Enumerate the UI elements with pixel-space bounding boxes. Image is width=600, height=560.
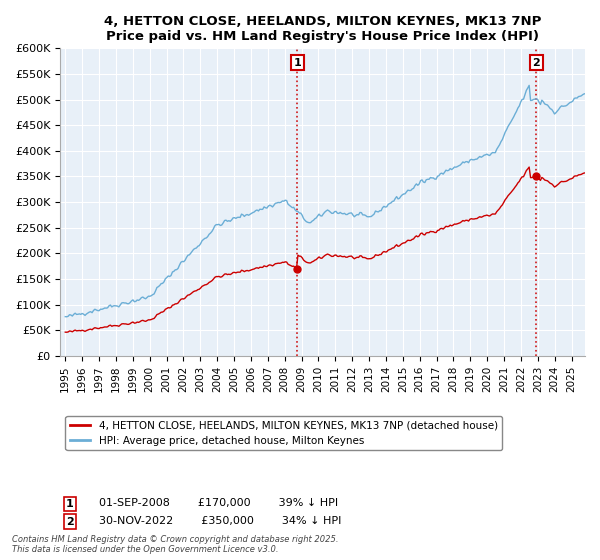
Text: Contains HM Land Registry data © Crown copyright and database right 2025.
This d: Contains HM Land Registry data © Crown c… <box>12 535 338 554</box>
Text: 30-NOV-2022        £350,000        34% ↓ HPI: 30-NOV-2022 £350,000 34% ↓ HPI <box>99 516 341 526</box>
Title: 4, HETTON CLOSE, HEELANDS, MILTON KEYNES, MK13 7NP
Price paid vs. HM Land Regist: 4, HETTON CLOSE, HEELANDS, MILTON KEYNES… <box>104 15 541 43</box>
Text: 1: 1 <box>293 58 301 68</box>
Text: 2: 2 <box>533 58 540 68</box>
Text: 2: 2 <box>66 517 74 527</box>
Text: 1: 1 <box>66 499 74 509</box>
Text: 01-SEP-2008        £170,000        39% ↓ HPI: 01-SEP-2008 £170,000 39% ↓ HPI <box>99 498 338 508</box>
Legend: 4, HETTON CLOSE, HEELANDS, MILTON KEYNES, MK13 7NP (detached house), HPI: Averag: 4, HETTON CLOSE, HEELANDS, MILTON KEYNES… <box>65 417 502 450</box>
